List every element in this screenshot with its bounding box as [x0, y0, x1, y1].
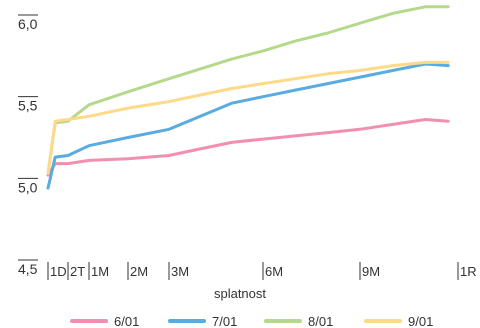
series-line-9-01 [46, 60, 450, 175]
series-line-8-01 [46, 5, 450, 175]
x-tick-label: 1D [50, 264, 67, 279]
x-tick-label: 9M [362, 264, 380, 279]
x-tick-label: 2T [70, 264, 85, 279]
y-tick-label: 5,0 [18, 179, 38, 195]
series-lines [46, 5, 450, 190]
y-tick-label: 5,5 [18, 98, 38, 114]
y-axis: 4,5 5,0 5,5 6,0 [18, 14, 38, 277]
x-tick-label: 1R [460, 264, 477, 279]
series-line-7-01 [46, 62, 450, 190]
x-tick-label: 1M [91, 264, 109, 279]
legend-label: 7/01 [212, 314, 237, 328]
y-tick-label: 6,0 [18, 16, 38, 32]
y-tick-label: 4,5 [18, 261, 38, 277]
x-tick-label: 2M [130, 264, 148, 279]
x-tick-label: 6M [265, 264, 283, 279]
legend: 6/01 7/01 8/01 9/01 [70, 314, 433, 328]
legend-label: 6/01 [114, 314, 139, 328]
x-tick-label: 3M [171, 264, 189, 279]
x-axis-label: splatnost [214, 286, 266, 301]
x-axis: 1D 2T 1M 2M 3M 6M 9M 1R [47, 262, 477, 280]
legend-label: 8/01 [308, 314, 333, 328]
legend-label: 9/01 [408, 314, 433, 328]
series-line-6-01 [46, 118, 450, 177]
